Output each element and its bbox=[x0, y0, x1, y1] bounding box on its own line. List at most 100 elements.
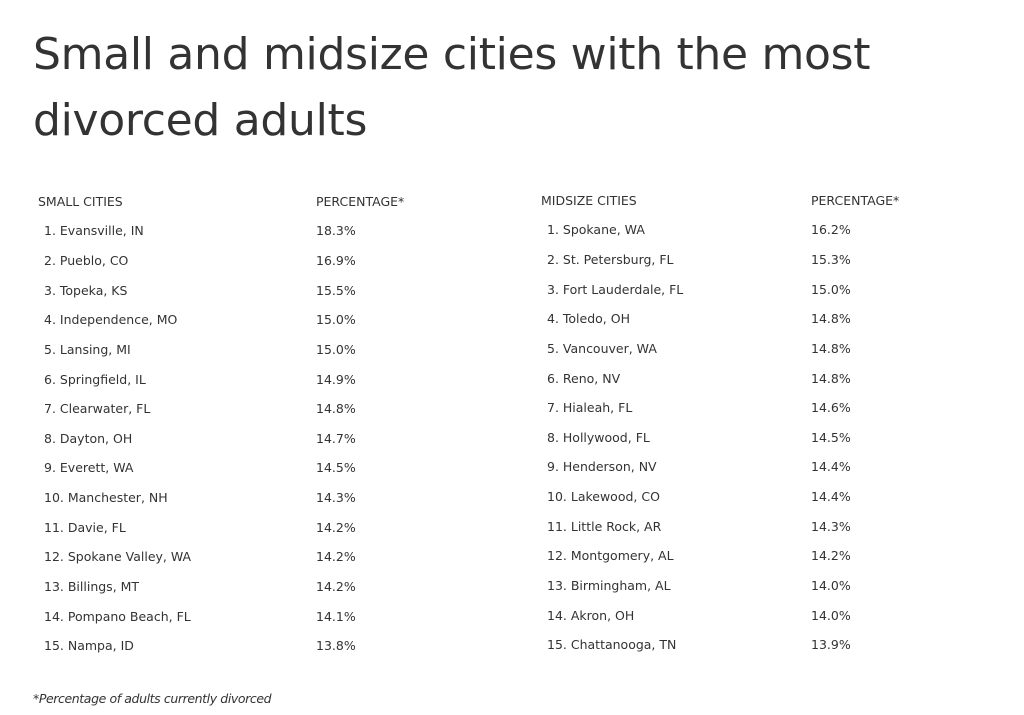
table-row: 13. Billings, MT 14.2% bbox=[38, 572, 458, 602]
percentage-cell: 15.3% bbox=[811, 251, 851, 267]
city-cell: 15. Nampa, ID bbox=[44, 638, 134, 654]
city-cell: 11. Davie, FL bbox=[44, 519, 126, 535]
percentage-cell: 14.4% bbox=[811, 459, 851, 475]
table-row: 14. Pompano Beach, FL 14.1% bbox=[38, 601, 458, 631]
table-row: 14. Akron, OH 14.0% bbox=[541, 600, 981, 630]
city-cell: 8. Hollywood, FL bbox=[547, 429, 650, 445]
table-row: 13. Birmingham, AL 14.0% bbox=[541, 571, 981, 601]
percentage-cell: 14.8% bbox=[316, 401, 356, 417]
table-header: SMALL CITIES PERCENTAGE* bbox=[38, 186, 458, 216]
city-cell: 9. Henderson, NV bbox=[547, 459, 657, 475]
percentage-cell: 14.0% bbox=[811, 578, 851, 593]
table-row: 11. Little Rock, AR 14.3% bbox=[541, 511, 981, 541]
city-cell: 14. Pompano Beach, FL bbox=[44, 608, 191, 624]
percentage-cell: 14.7% bbox=[316, 430, 356, 446]
city-cell: 7. Hialeah, FL bbox=[547, 400, 633, 416]
table-row: 1. Evansville, IN 18.3% bbox=[38, 216, 458, 246]
percentage-cell: 14.2% bbox=[811, 548, 851, 564]
percentage-cell: 15.5% bbox=[316, 282, 356, 298]
city-cell: 8. Dayton, OH bbox=[44, 430, 133, 446]
table-row: 4. Independence, MO 15.0% bbox=[38, 305, 458, 335]
city-cell: 5. Vancouver, WA bbox=[547, 340, 657, 356]
table-row: 15. Chattanooga, TN 13.9% bbox=[541, 630, 981, 660]
table-row: 1. Spokane, WA 16.2% bbox=[541, 215, 981, 245]
percentage-cell: 16.2% bbox=[811, 222, 851, 238]
percentage-cell: 14.1% bbox=[316, 608, 356, 624]
percentage-cell: 15.0% bbox=[316, 312, 356, 328]
table-row: 6. Springfield, IL 14.9% bbox=[38, 364, 458, 394]
footnote: *Percentage of adults currently divorced bbox=[33, 691, 272, 706]
percentage-cell: 14.3% bbox=[316, 490, 356, 506]
table-row: 15. Nampa, ID 13.8% bbox=[38, 631, 458, 661]
city-cell: 5. Lansing, MI bbox=[44, 341, 131, 357]
percentage-cell: 14.8% bbox=[811, 370, 851, 386]
city-cell: 10. Manchester, NH bbox=[44, 490, 168, 506]
table-row: 12. Spokane Valley, WA 14.2% bbox=[38, 542, 458, 572]
table-row: 2. Pueblo, CO 16.9% bbox=[38, 246, 458, 276]
column-header-percentage: PERCENTAGE* bbox=[811, 192, 900, 208]
city-cell: 11. Little Rock, AR bbox=[547, 518, 662, 534]
percentage-cell: 14.2% bbox=[316, 579, 356, 594]
percentage-cell: 14.0% bbox=[811, 607, 851, 623]
table-row: 9. Everett, WA 14.5% bbox=[38, 453, 458, 483]
city-cell: 13. Birmingham, AL bbox=[547, 578, 671, 593]
city-cell: 1. Spokane, WA bbox=[547, 222, 645, 238]
percentage-cell: 14.8% bbox=[811, 340, 851, 356]
table-row: 5. Lansing, MI 15.0% bbox=[38, 335, 458, 365]
percentage-cell: 15.0% bbox=[316, 341, 356, 357]
table-row: 7. Hialeah, FL 14.6% bbox=[541, 393, 981, 423]
table-row: 2. St. Petersburg, FL 15.3% bbox=[541, 245, 981, 275]
percentage-cell: 13.9% bbox=[811, 637, 851, 653]
percentage-cell: 14.5% bbox=[811, 429, 851, 445]
percentage-cell: 14.5% bbox=[316, 460, 356, 476]
city-cell: 2. Pueblo, CO bbox=[44, 252, 129, 268]
city-cell: 2. St. Petersburg, FL bbox=[547, 251, 674, 267]
table-row: 8. Hollywood, FL 14.5% bbox=[541, 422, 981, 452]
table-row: 3. Topeka, KS 15.5% bbox=[38, 275, 458, 305]
city-cell: 12. Spokane Valley, WA bbox=[44, 549, 192, 565]
percentage-cell: 14.6% bbox=[811, 400, 851, 416]
table-row: 7. Clearwater, FL 14.8% bbox=[38, 394, 458, 424]
page-title: Small and midsize cities with the most d… bbox=[33, 29, 871, 146]
city-cell: 3. Fort Lauderdale, FL bbox=[547, 281, 684, 297]
column-header-city: MIDSIZE CITIES bbox=[541, 192, 637, 208]
percentage-cell: 14.2% bbox=[316, 519, 356, 535]
percentage-cell: 14.3% bbox=[811, 518, 851, 534]
table-row: 4. Toledo, OH 14.8% bbox=[541, 304, 981, 334]
table-row: 10. Lakewood, CO 14.4% bbox=[541, 482, 981, 512]
table-row: 9. Henderson, NV 14.4% bbox=[541, 452, 981, 482]
city-cell: 15. Chattanooga, TN bbox=[547, 637, 677, 653]
city-cell: 6. Springfield, IL bbox=[44, 371, 146, 387]
percentage-cell: 14.8% bbox=[811, 311, 851, 327]
percentage-cell: 14.4% bbox=[811, 489, 851, 505]
table-row: 10. Manchester, NH 14.3% bbox=[38, 483, 458, 513]
city-cell: 14. Akron, OH bbox=[547, 607, 635, 623]
percentage-cell: 18.3% bbox=[316, 223, 356, 239]
city-cell: 7. Clearwater, FL bbox=[44, 401, 151, 417]
table-row: 6. Reno, NV 14.8% bbox=[541, 363, 981, 393]
city-cell: 3. Topeka, KS bbox=[44, 282, 128, 298]
column-header-city: SMALL CITIES bbox=[38, 193, 123, 209]
percentage-cell: 14.9% bbox=[316, 371, 356, 387]
city-cell: 10. Lakewood, CO bbox=[547, 489, 660, 505]
city-cell: 13. Billings, MT bbox=[44, 579, 140, 594]
city-cell: 12. Montgomery, AL bbox=[547, 548, 674, 564]
small-cities-table: SMALL CITIES PERCENTAGE* 1. Evansville, … bbox=[38, 186, 458, 661]
city-cell: 4. Toledo, OH bbox=[547, 311, 630, 327]
table-row: 5. Vancouver, WA 14.8% bbox=[541, 334, 981, 364]
table-row: 3. Fort Lauderdale, FL 15.0% bbox=[541, 274, 981, 304]
percentage-cell: 14.2% bbox=[316, 549, 356, 565]
city-cell: 4. Independence, MO bbox=[44, 312, 178, 328]
percentage-cell: 16.9% bbox=[316, 252, 356, 268]
column-header-percentage: PERCENTAGE* bbox=[316, 193, 405, 209]
percentage-cell: 13.8% bbox=[316, 638, 356, 654]
table-row: 11. Davie, FL 14.2% bbox=[38, 512, 458, 542]
table-header: MIDSIZE CITIES PERCENTAGE* bbox=[541, 185, 981, 215]
city-cell: 6. Reno, NV bbox=[547, 370, 621, 386]
percentage-cell: 15.0% bbox=[811, 281, 851, 297]
midsize-cities-table: MIDSIZE CITIES PERCENTAGE* 1. Spokane, W… bbox=[541, 185, 981, 660]
city-cell: 1. Evansville, IN bbox=[44, 223, 144, 239]
city-cell: 9. Everett, WA bbox=[44, 460, 134, 476]
table-row: 12. Montgomery, AL 14.2% bbox=[541, 541, 981, 571]
table-row: 8. Dayton, OH 14.7% bbox=[38, 423, 458, 453]
